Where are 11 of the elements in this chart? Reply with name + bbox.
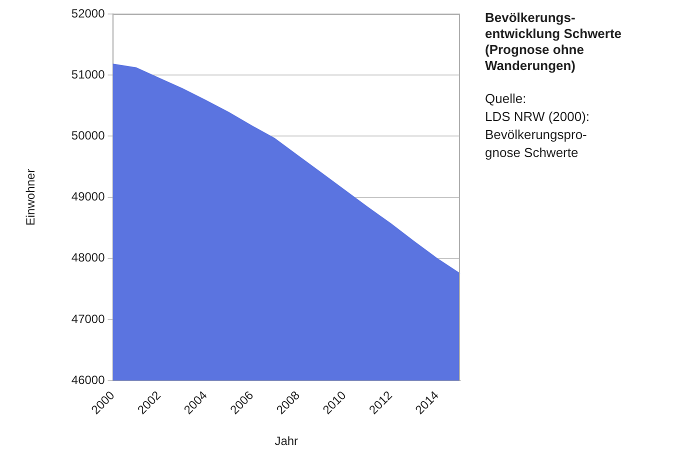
y-tick-label: 46000 bbox=[71, 372, 106, 387]
y-tick-label: 47000 bbox=[71, 312, 106, 326]
text: Bevölkerungs- entwicklung Schwerte (Prognose ohne Wanderungen) bbox=[485, 10, 623, 74]
y-tick-label: 52000 bbox=[71, 6, 106, 20]
y-tick-label: 48000 bbox=[71, 250, 106, 265]
x-axis-title: Jahr bbox=[274, 434, 298, 448]
source-note: Quelle: LDS NRW (2000): Bevölkerungspro- gnose Schwerte bbox=[485, 90, 591, 162]
y-tick-label: 51000 bbox=[71, 67, 106, 82]
y-tick-label: 49000 bbox=[71, 190, 106, 204]
y-axis-title: Einwohner bbox=[24, 168, 38, 226]
y-tick-label: 50000 bbox=[71, 128, 106, 142]
